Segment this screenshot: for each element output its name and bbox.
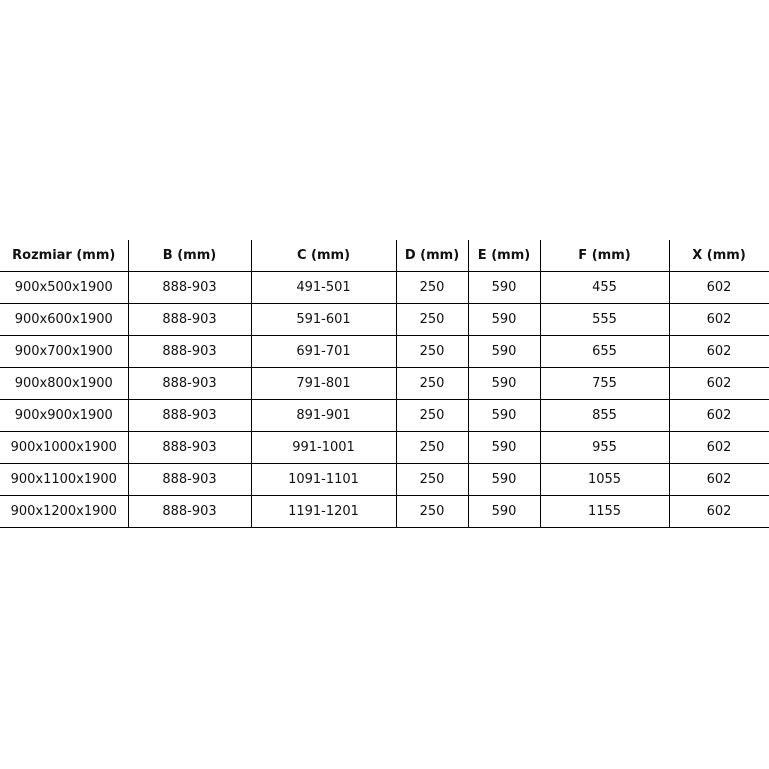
table-cell: 491-501	[250, 271, 396, 304]
table-cell: 455	[539, 271, 669, 304]
table-cell: 602	[668, 303, 769, 336]
table-row: 900x600x1900 888-903 591-601 250 590 555 602	[0, 303, 769, 336]
table-row: 900x1100x1900 888-903 1091-1101 250 590 1055 6…	[0, 463, 769, 496]
table-cell: 602	[668, 367, 769, 400]
column-header: B (mm)	[127, 240, 251, 272]
table-cell: 590	[467, 303, 540, 336]
table-cell: 591-601	[250, 303, 396, 336]
table-cell: 991-1001	[250, 431, 396, 464]
table-cell: 590	[467, 271, 540, 304]
table-row: 900x1200x1900 888-903 1191-1201 250 590 1155 6…	[0, 495, 769, 528]
column-header: D (mm)	[395, 240, 468, 272]
table-cell: 791-801	[250, 367, 396, 400]
table-cell: 888-903	[127, 399, 251, 432]
table-cell: 900x1100x1900	[0, 463, 128, 496]
table-cell: 250	[395, 271, 468, 304]
table-cell: 955	[539, 431, 669, 464]
table-cell: 250	[395, 303, 468, 336]
table-cell: 888-903	[127, 271, 251, 304]
table-row: 900x700x1900 888-903 691-701 250 590 655 602	[0, 335, 769, 368]
table-row: 900x900x1900 888-903 891-901 250 590 855 602	[0, 399, 769, 432]
table-cell: 900x600x1900	[0, 303, 128, 336]
table-cell: 900x700x1900	[0, 335, 128, 368]
column-header: F (mm)	[539, 240, 669, 272]
header-row: Rozmiar (mm) B (mm) C (mm) D (mm) E (mm) F (m…	[0, 240, 769, 272]
table-cell: 602	[668, 463, 769, 496]
column-header: E (mm)	[467, 240, 540, 272]
column-header: C (mm)	[250, 240, 396, 272]
table-cell: 1155	[539, 495, 669, 528]
table-cell: 590	[467, 367, 540, 400]
table-cell: 888-903	[127, 463, 251, 496]
table-cell: 590	[467, 463, 540, 496]
column-header: X (mm)	[668, 240, 769, 272]
table-cell: 1091-1101	[250, 463, 396, 496]
table-cell: 900x1200x1900	[0, 495, 128, 528]
table-cell: 888-903	[127, 367, 251, 400]
table-cell: 888-903	[127, 431, 251, 464]
table-cell: 602	[668, 335, 769, 368]
table-cell: 900x500x1900	[0, 271, 128, 304]
table-cell: 250	[395, 463, 468, 496]
table-cell: 900x1000x1900	[0, 431, 128, 464]
table-cell: 590	[467, 495, 540, 528]
table-cell: 250	[395, 431, 468, 464]
table-cell: 888-903	[127, 335, 251, 368]
table-cell: 250	[395, 399, 468, 432]
table-cell: 250	[395, 335, 468, 368]
table-cell: 602	[668, 431, 769, 464]
table-cell: 755	[539, 367, 669, 400]
table-cell: 888-903	[127, 303, 251, 336]
table-cell: 555	[539, 303, 669, 336]
table-cell: 250	[395, 495, 468, 528]
table-cell: 590	[467, 399, 540, 432]
table-cell: 691-701	[250, 335, 396, 368]
table-cell: 602	[668, 495, 769, 528]
table-row: 900x500x1900 888-903 491-501 250 590 455 602	[0, 271, 769, 304]
dimensions-table: Rozmiar (mm) B (mm) C (mm) D (mm) E (mm) F (m…	[0, 240, 769, 528]
table-cell: 250	[395, 367, 468, 400]
table-cell: 602	[668, 271, 769, 304]
table-cell: 590	[467, 431, 540, 464]
table-cell: 888-903	[127, 495, 251, 528]
table-cell: 900x800x1900	[0, 367, 128, 400]
table-row: 900x800x1900 888-903 791-801 250 590 755 602	[0, 367, 769, 400]
column-header: Rozmiar (mm)	[0, 240, 128, 272]
table-cell: 1055	[539, 463, 669, 496]
table-cell: 590	[467, 335, 540, 368]
table-cell: 891-901	[250, 399, 396, 432]
table-cell: 655	[539, 335, 669, 368]
table-row: 900x1000x1900 888-903 991-1001 250 590 955 602	[0, 431, 769, 464]
table-cell: 855	[539, 399, 669, 432]
table-cell: 602	[668, 399, 769, 432]
table-cell: 1191-1201	[250, 495, 396, 528]
table-cell: 900x900x1900	[0, 399, 128, 432]
